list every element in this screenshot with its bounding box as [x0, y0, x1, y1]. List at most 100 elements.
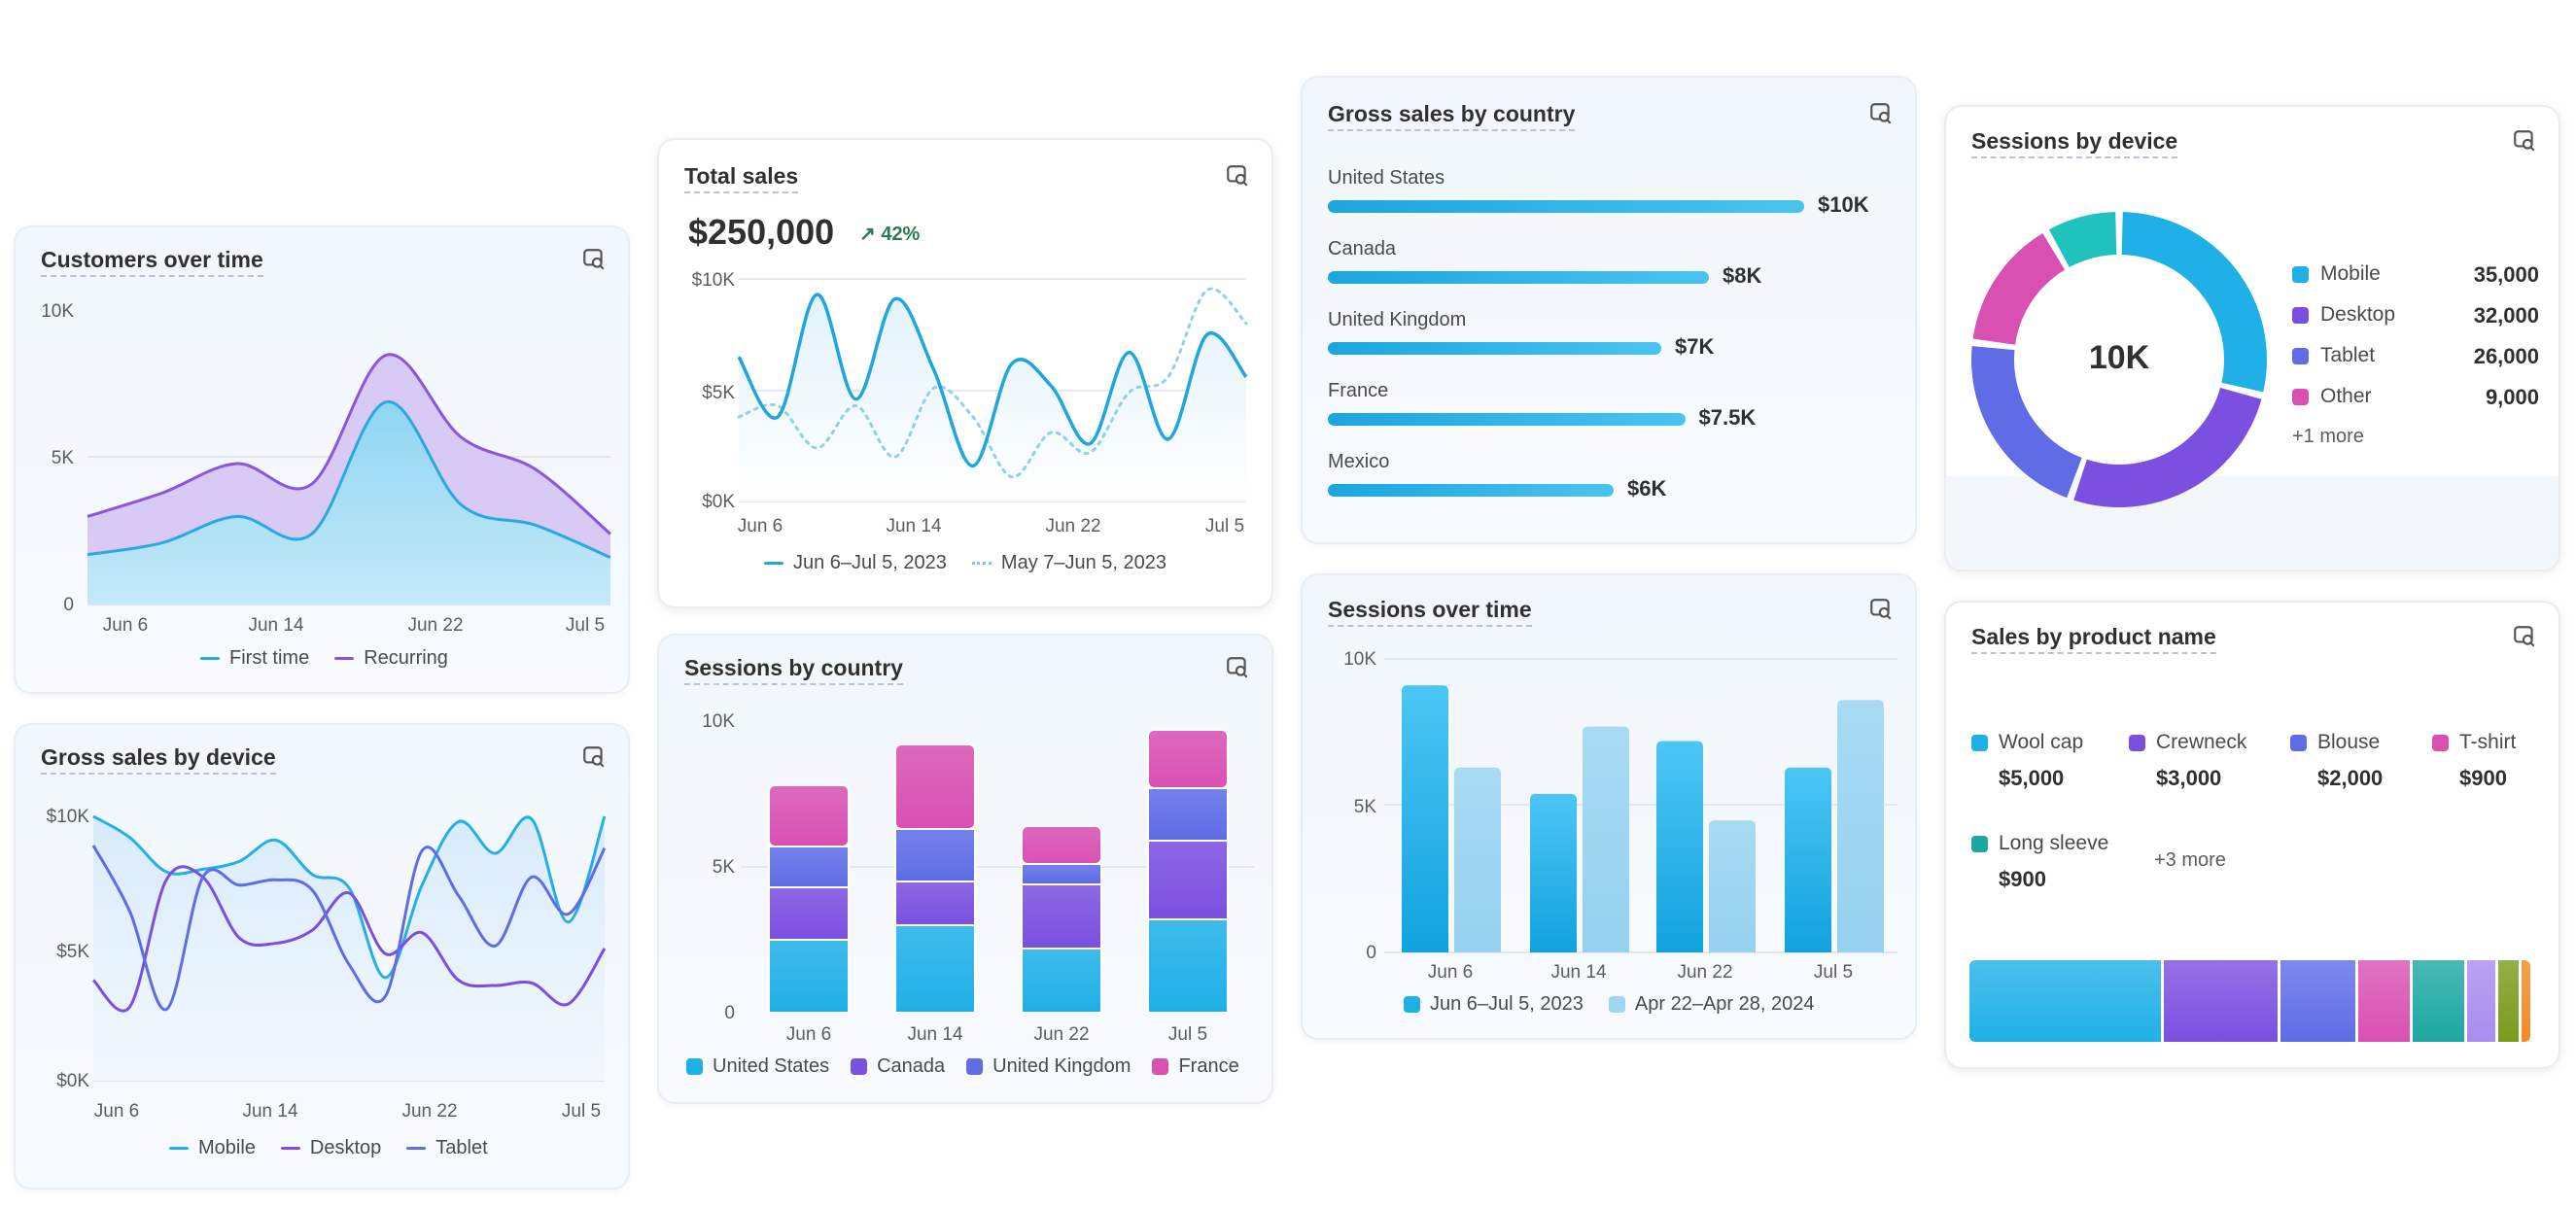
bar[interactable]	[1328, 413, 1686, 426]
bar[interactable]	[1328, 200, 1804, 213]
bar-segment[interactable]	[894, 828, 976, 882]
bar-segment[interactable]	[1021, 883, 1102, 950]
legend-row-other[interactable]: Other	[2292, 385, 2372, 408]
chart-insight-icon[interactable]	[2512, 128, 2537, 154]
card-title[interactable]: Gross sales by device	[41, 744, 276, 775]
more-link[interactable]: +1 more	[2292, 426, 2364, 447]
first-time-area[interactable]	[87, 401, 610, 604]
bar-segment[interactable]	[1021, 948, 1102, 1014]
bar-segment[interactable]	[768, 939, 850, 1014]
bar-segment[interactable]	[1021, 863, 1102, 885]
chart-insight-icon[interactable]	[581, 247, 607, 272]
bar[interactable]	[1328, 342, 1661, 355]
bar-segment[interactable]	[1147, 918, 1229, 1014]
x-tick: Jun 22	[401, 1101, 457, 1122]
bar[interactable]	[1583, 726, 1629, 952]
card-title[interactable]: Sessions by device	[1971, 128, 2178, 158]
previous-period-line[interactable]	[737, 287, 1248, 479]
bar[interactable]	[1837, 700, 1884, 952]
customers-over-time-card: Customers over time 10K 5K 0 Jun 6 Jun 1…	[14, 225, 630, 694]
card-title[interactable]: Total sales	[684, 163, 799, 193]
y-tick: 5K	[713, 857, 736, 878]
card-title[interactable]: Sessions over time	[1328, 597, 1532, 627]
bar-segment[interactable]	[1147, 840, 1229, 920]
product-item[interactable]: Crewneck $3,000	[2129, 731, 2246, 791]
bar-segment[interactable]	[768, 846, 850, 888]
product-bar-segment[interactable]	[2498, 960, 2519, 1042]
chart-insight-icon[interactable]	[1225, 655, 1250, 680]
bar[interactable]	[1785, 767, 1831, 952]
bar-segment[interactable]	[894, 743, 976, 830]
product-bar-segment[interactable]	[2522, 960, 2530, 1042]
tablet-line[interactable]	[91, 845, 607, 1012]
first-time-line[interactable]	[87, 400, 611, 560]
bar-segment[interactable]	[1021, 825, 1102, 865]
donut-slice[interactable]	[2048, 212, 2117, 267]
bar[interactable]	[1530, 793, 1577, 952]
bar[interactable]	[1709, 820, 1756, 952]
product-bar-segment[interactable]	[2467, 960, 2495, 1042]
card-title[interactable]: Gross sales by country	[1328, 101, 1576, 131]
product-item[interactable]: Long sleeve $900	[1971, 832, 2108, 892]
card-title[interactable]: Sales by product name	[1971, 624, 2216, 654]
product-bar-segment[interactable]	[2413, 960, 2464, 1042]
chart-insight-icon[interactable]	[1225, 163, 1250, 189]
x-tick: Jul 5	[566, 615, 605, 636]
legend-label: Jun 6–Jul 5, 2023	[1430, 993, 1584, 1015]
card-title[interactable]: Customers over time	[41, 247, 263, 277]
product-bar-segment[interactable]	[2358, 960, 2410, 1042]
chart-insight-icon[interactable]	[1868, 597, 1894, 622]
donut-slice[interactable]	[1971, 346, 2082, 499]
legend-row-mobile[interactable]: Mobile	[2292, 262, 2381, 286]
product-bar-segment[interactable]	[1969, 960, 2161, 1042]
bar[interactable]	[1328, 271, 1709, 284]
product-item[interactable]: Wool cap $5,000	[1971, 731, 2083, 791]
legend-item[interactable]: Apr 22–Apr 28, 2024	[1608, 993, 1815, 1016]
product-item[interactable]: T-shirt $900	[2432, 731, 2516, 791]
legend-item[interactable]: Recurring	[334, 647, 448, 670]
legend-item[interactable]: Jun 6–Jul 5, 2023	[1404, 993, 1584, 1016]
legend-row-desktop[interactable]: Desktop	[2292, 303, 2395, 327]
legend-item[interactable]: United States	[686, 1055, 829, 1078]
donut-slice[interactable]	[1972, 232, 2066, 345]
legend-item[interactable]: France	[1152, 1055, 1239, 1078]
bar-segment[interactable]	[1147, 787, 1229, 842]
donut-slice[interactable]	[2121, 212, 2267, 393]
bar-segment[interactable]	[894, 924, 976, 1014]
x-tick: Jun 14	[1550, 962, 1606, 983]
product-bar-segment[interactable]	[2164, 960, 2278, 1042]
bar-segment[interactable]	[768, 886, 850, 941]
donut-slice[interactable]	[2073, 387, 2262, 507]
legend-item[interactable]: First time	[200, 647, 309, 670]
card-title[interactable]: Sessions by country	[684, 655, 903, 685]
bar-segment[interactable]	[1147, 729, 1229, 789]
bar-segment[interactable]	[768, 784, 850, 847]
legend-item[interactable]: Canada	[851, 1055, 945, 1078]
x-tick: Jul 5	[1168, 1024, 1207, 1045]
product-item[interactable]: Blouse $2,000	[2290, 731, 2383, 791]
bar[interactable]	[1328, 484, 1614, 497]
legend-item[interactable]: May 7–Jun 5, 2023	[971, 552, 1166, 574]
mobile-line[interactable]	[92, 814, 607, 980]
bar[interactable]	[1402, 685, 1448, 952]
product-bar-segment[interactable]	[2280, 960, 2355, 1042]
bar[interactable]	[1656, 741, 1703, 952]
legend-row-tablet[interactable]: Tablet	[2292, 344, 2375, 367]
product-value: $5,000	[1999, 766, 2065, 790]
chart-insight-icon[interactable]	[581, 744, 607, 770]
more-link[interactable]: +3 more	[2154, 849, 2226, 871]
recurring-line[interactable]	[87, 353, 611, 535]
desktop-line[interactable]	[91, 865, 607, 1013]
chart-insight-icon[interactable]	[2512, 624, 2537, 649]
legend-item[interactable]: Jun 6–Jul 5, 2023	[764, 552, 947, 574]
total-sales-value: $250,000	[688, 212, 835, 252]
legend-item[interactable]: Mobile	[169, 1137, 256, 1159]
bar-value: $6K	[1627, 476, 1667, 501]
legend-item[interactable]: Tablet	[406, 1137, 488, 1159]
legend-item[interactable]: Desktop	[280, 1137, 381, 1159]
chart-insight-icon[interactable]	[1868, 101, 1894, 126]
bar-segment[interactable]	[894, 881, 976, 926]
current-period-line[interactable]	[737, 293, 1248, 468]
bar[interactable]	[1454, 767, 1501, 952]
legend-item[interactable]: United Kingdom	[966, 1055, 1131, 1078]
